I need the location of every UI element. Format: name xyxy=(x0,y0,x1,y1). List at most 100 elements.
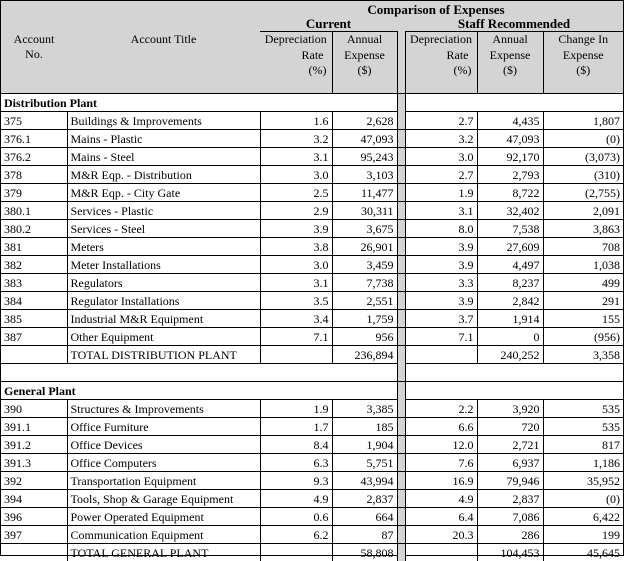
total-empty-cell xyxy=(260,346,332,364)
staff-expense-cell: 27,609 xyxy=(477,238,543,256)
account-no-cell: 384 xyxy=(1,292,67,310)
total-staff-expense: 104,453 xyxy=(477,544,543,561)
total-empty-cell xyxy=(1,346,67,364)
current-expense-cell: 956 xyxy=(332,328,397,346)
account-no-cell: 392 xyxy=(1,472,67,490)
column-gap xyxy=(397,400,405,418)
current-expense-cell: 3,459 xyxy=(332,256,397,274)
current-rate-cell: 3.5 xyxy=(260,292,332,310)
change-cell: 3,863 xyxy=(543,220,623,238)
total-empty-cell xyxy=(1,544,67,561)
staff-rate-cell: 2.2 xyxy=(405,400,477,418)
account-no-cell: 382 xyxy=(1,256,67,274)
staff-rate-cell: 6.6 xyxy=(405,418,477,436)
column-gap xyxy=(397,220,405,238)
col-staff-rate: Depreciation Rate (%) xyxy=(405,32,477,94)
total-label: TOTAL DISTRIBUTION PLANT xyxy=(67,346,260,364)
staff-rate-cell: 3.7 xyxy=(405,310,477,328)
current-expense-cell: 87 xyxy=(332,526,397,544)
total-change: 3,358 xyxy=(543,346,623,364)
account-no-cell: 385 xyxy=(1,310,67,328)
total-change: 45,645 xyxy=(543,544,623,561)
col-account-title: Account Title xyxy=(67,32,260,94)
col-staff-expense: Annual Expense ($) xyxy=(477,32,543,94)
account-no-cell: 390 xyxy=(1,400,67,418)
account-title-cell: Transportation Equipment xyxy=(67,472,260,490)
current-expense-cell: 3,103 xyxy=(332,166,397,184)
current-rate-cell: 2.9 xyxy=(260,202,332,220)
staff-expense-cell: 4,497 xyxy=(477,256,543,274)
account-no-cell: 380.2 xyxy=(1,220,67,238)
current-rate-cell: 6.3 xyxy=(260,454,332,472)
spacer-row xyxy=(1,364,623,382)
account-title-cell: Meters xyxy=(67,238,260,256)
staff-rate-cell: 20.3 xyxy=(405,526,477,544)
current-expense-cell: 47,093 xyxy=(332,130,397,148)
account-title-cell: M&R Eqp. - Distribution xyxy=(67,166,260,184)
current-expense-cell: 664 xyxy=(332,508,397,526)
change-cell: 535 xyxy=(543,400,623,418)
account-title-cell: Regulator Installations xyxy=(67,292,260,310)
account-no-cell: 391.3 xyxy=(1,454,67,472)
account-no-cell: 387 xyxy=(1,328,67,346)
change-cell: 35,952 xyxy=(543,472,623,490)
account-title-cell: Meter Installations xyxy=(67,256,260,274)
column-gap xyxy=(397,472,405,490)
column-gap xyxy=(397,490,405,508)
section-title-right xyxy=(405,382,623,400)
staff-expense-cell: 0 xyxy=(477,328,543,346)
account-title-cell: Office Furniture xyxy=(67,418,260,436)
total-staff-expense: 240,252 xyxy=(477,346,543,364)
total-empty-cell xyxy=(405,346,477,364)
current-expense-cell: 1,759 xyxy=(332,310,397,328)
column-gap xyxy=(397,436,405,454)
account-no-cell: 397 xyxy=(1,526,67,544)
current-rate-cell: 4.9 xyxy=(260,490,332,508)
current-expense-cell: 43,994 xyxy=(332,472,397,490)
current-rate-cell: 2.5 xyxy=(260,184,332,202)
current-expense-cell: 185 xyxy=(332,418,397,436)
account-no-cell: 396 xyxy=(1,508,67,526)
current-rate-cell: 7.1 xyxy=(260,328,332,346)
section-title: General Plant xyxy=(1,382,397,400)
staff-rate-cell: 3.1 xyxy=(405,202,477,220)
current-expense-cell: 30,311 xyxy=(332,202,397,220)
col-current-expense: Annual Expense ($) xyxy=(332,32,397,94)
current-expense-cell: 2,628 xyxy=(332,112,397,130)
staff-expense-cell: 2,793 xyxy=(477,166,543,184)
current-rate-cell: 1.7 xyxy=(260,418,332,436)
change-cell: 1,807 xyxy=(543,112,623,130)
staff-expense-cell: 7,538 xyxy=(477,220,543,238)
staff-rate-cell: 7.1 xyxy=(405,328,477,346)
column-gap xyxy=(397,454,405,472)
account-title-cell: Services - Steel xyxy=(67,220,260,238)
staff-rate-cell: 3.2 xyxy=(405,130,477,148)
current-rate-cell: 1.9 xyxy=(260,400,332,418)
account-title-cell: Services - Plastic xyxy=(67,202,260,220)
staff-expense-cell: 79,946 xyxy=(477,472,543,490)
column-gap xyxy=(397,508,405,526)
column-gap xyxy=(397,112,405,130)
account-title-cell: Mains - Steel xyxy=(67,148,260,166)
change-cell: 1,186 xyxy=(543,454,623,472)
staff-rate-cell: 3.9 xyxy=(405,292,477,310)
total-empty-cell xyxy=(405,544,477,561)
staff-rate-cell: 3.3 xyxy=(405,274,477,292)
change-cell: 199 xyxy=(543,526,623,544)
current-expense-cell: 95,243 xyxy=(332,148,397,166)
section-header: General Plant xyxy=(1,382,623,400)
current-rate-cell: 3.0 xyxy=(260,256,332,274)
change-cell: 535 xyxy=(543,418,623,436)
column-gap xyxy=(397,184,405,202)
change-cell: (956) xyxy=(543,328,623,346)
